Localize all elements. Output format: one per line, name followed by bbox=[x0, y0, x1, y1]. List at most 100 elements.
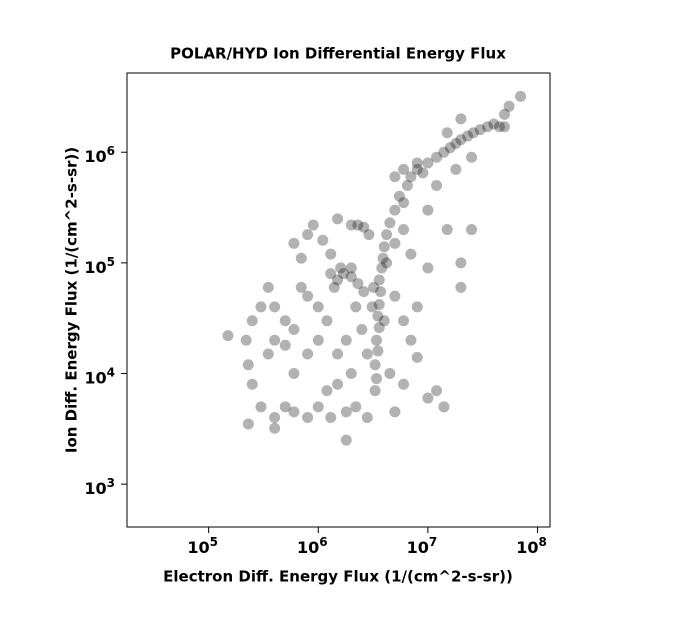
point bbox=[369, 359, 381, 371]
point bbox=[455, 113, 467, 125]
point bbox=[288, 237, 300, 249]
point bbox=[450, 163, 462, 175]
point bbox=[246, 378, 258, 390]
point bbox=[340, 334, 352, 346]
point bbox=[482, 121, 494, 133]
point bbox=[352, 219, 364, 231]
x-tick-label: 105 bbox=[187, 535, 218, 557]
point bbox=[242, 418, 254, 430]
point bbox=[411, 157, 423, 169]
point bbox=[438, 401, 450, 413]
point bbox=[222, 330, 234, 342]
point bbox=[455, 134, 467, 146]
y-tick-label: 103 bbox=[84, 476, 115, 498]
y-tick-label: 104 bbox=[84, 366, 115, 388]
point bbox=[307, 219, 319, 231]
point bbox=[332, 378, 344, 390]
point bbox=[371, 334, 383, 346]
point bbox=[288, 323, 300, 335]
y-tick-label: 106 bbox=[84, 144, 115, 166]
point bbox=[356, 323, 368, 335]
point bbox=[411, 301, 423, 313]
point bbox=[378, 241, 390, 253]
point bbox=[488, 118, 500, 130]
plot-frame bbox=[126, 72, 551, 528]
point bbox=[381, 229, 393, 241]
point bbox=[389, 237, 401, 249]
point bbox=[295, 252, 307, 264]
x-axis-label: Electron Diff. Energy Flux (1/(cm^2-s-sr… bbox=[163, 568, 513, 586]
point bbox=[373, 274, 385, 286]
point bbox=[431, 385, 443, 397]
point bbox=[398, 315, 410, 327]
point bbox=[381, 257, 393, 269]
point bbox=[352, 278, 364, 290]
point bbox=[389, 171, 401, 183]
point bbox=[398, 197, 410, 209]
point bbox=[279, 315, 291, 327]
point bbox=[373, 322, 385, 334]
point bbox=[332, 274, 344, 286]
x-tick-label: 106 bbox=[297, 535, 328, 557]
point bbox=[372, 345, 384, 357]
point bbox=[398, 163, 410, 175]
y-axis-label: Ion Diff. Energy Flux (1/(cm^2-s-sr)) bbox=[63, 147, 81, 453]
point bbox=[345, 219, 357, 231]
point bbox=[288, 406, 300, 418]
point bbox=[417, 167, 429, 179]
point bbox=[269, 412, 281, 424]
point bbox=[242, 359, 254, 371]
point bbox=[375, 286, 387, 298]
point bbox=[431, 151, 443, 163]
point bbox=[325, 248, 337, 260]
point bbox=[302, 290, 314, 302]
point bbox=[373, 299, 385, 311]
point bbox=[363, 229, 375, 241]
point bbox=[411, 163, 423, 175]
point bbox=[262, 281, 274, 293]
point bbox=[455, 281, 467, 293]
point bbox=[398, 224, 410, 236]
point bbox=[371, 373, 383, 385]
point bbox=[361, 348, 373, 360]
point bbox=[269, 301, 281, 313]
point bbox=[317, 234, 329, 246]
point bbox=[474, 124, 486, 136]
point bbox=[288, 368, 300, 380]
point bbox=[499, 121, 511, 133]
point bbox=[312, 301, 324, 313]
point bbox=[368, 281, 380, 293]
point bbox=[422, 204, 434, 216]
point bbox=[332, 213, 344, 225]
point bbox=[405, 334, 417, 346]
point bbox=[398, 378, 410, 390]
point bbox=[350, 301, 362, 313]
point bbox=[345, 271, 357, 283]
point bbox=[422, 262, 434, 274]
y-tick-label: 105 bbox=[84, 255, 115, 277]
point bbox=[438, 146, 450, 158]
point bbox=[321, 315, 333, 327]
point bbox=[340, 406, 352, 418]
point bbox=[358, 221, 370, 233]
point bbox=[389, 204, 401, 216]
point bbox=[262, 348, 274, 360]
point bbox=[279, 401, 291, 413]
x-tick-label: 108 bbox=[516, 535, 547, 557]
point bbox=[358, 286, 370, 298]
point bbox=[515, 90, 527, 102]
point bbox=[384, 217, 396, 229]
points bbox=[222, 90, 527, 446]
x-tick-label: 107 bbox=[407, 535, 438, 557]
point bbox=[340, 434, 352, 446]
point bbox=[325, 412, 337, 424]
point bbox=[269, 422, 281, 434]
point bbox=[401, 180, 413, 192]
point bbox=[405, 171, 417, 183]
point bbox=[377, 252, 389, 264]
point bbox=[325, 268, 337, 280]
point bbox=[393, 190, 405, 202]
point bbox=[240, 334, 252, 346]
point bbox=[405, 248, 417, 260]
